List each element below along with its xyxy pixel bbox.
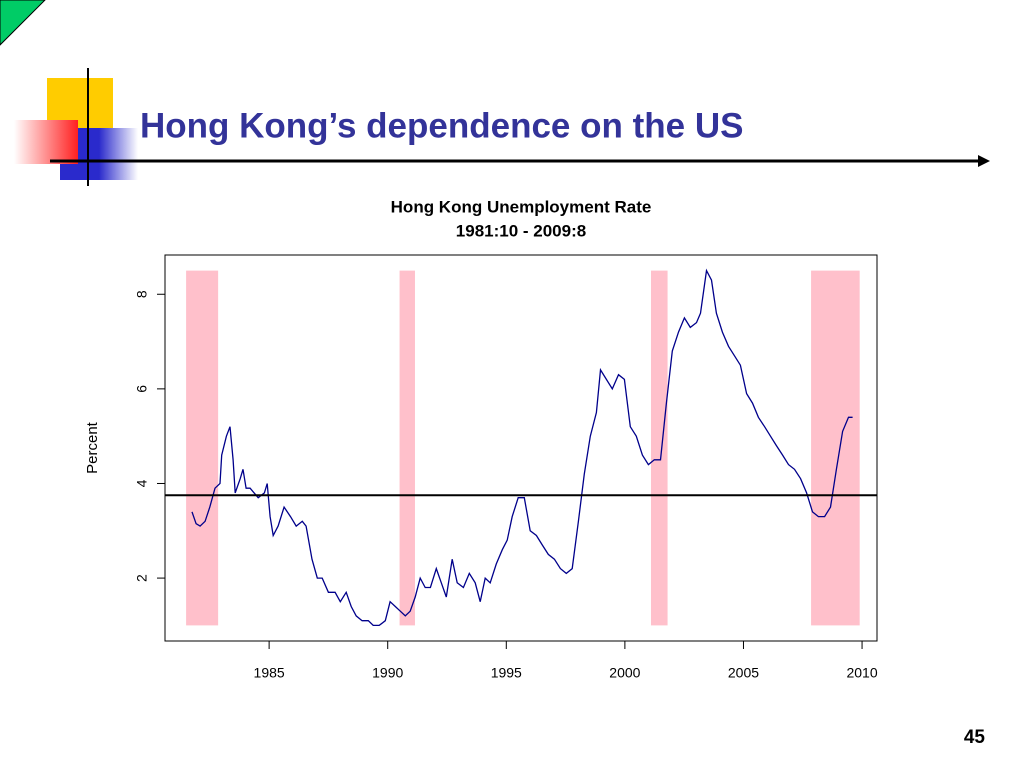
x-tick-label: 1995: [491, 665, 522, 681]
x-tick-label: 2005: [728, 665, 759, 681]
recession-band: [650, 270, 668, 626]
y-tick-label: 2: [134, 574, 150, 582]
deco-square: [14, 120, 78, 164]
series-line: [191, 268, 853, 627]
recession-band: [399, 270, 415, 626]
x-tick-label: 1990: [372, 665, 403, 681]
x-tick-label: 2010: [846, 665, 877, 681]
corner-triangle: [0, 0, 46, 46]
plot-frame: [164, 254, 878, 642]
y-tick-label: 4: [134, 479, 150, 487]
y-axis-label: Percent: [84, 421, 101, 474]
x-tick-label: 2000: [609, 665, 640, 681]
arrow-head: [978, 155, 990, 167]
chart-title: Hong Kong Unemployment Rate: [391, 197, 652, 216]
y-tick-label: 6: [134, 385, 150, 393]
recession-band: [186, 270, 219, 626]
recession-band: [811, 270, 860, 626]
y-tick-label: 8: [134, 290, 150, 298]
page-number: 45: [964, 727, 986, 748]
chart-subtitle: 1981:10 - 2009:8: [456, 221, 586, 240]
plot: 1985 1990 1995 2000 2005 2010 2 4 6 8: [134, 254, 878, 681]
x-tick-label: 1985: [254, 665, 285, 681]
slide-title: Hong Kong’s dependence on the US: [140, 106, 743, 145]
